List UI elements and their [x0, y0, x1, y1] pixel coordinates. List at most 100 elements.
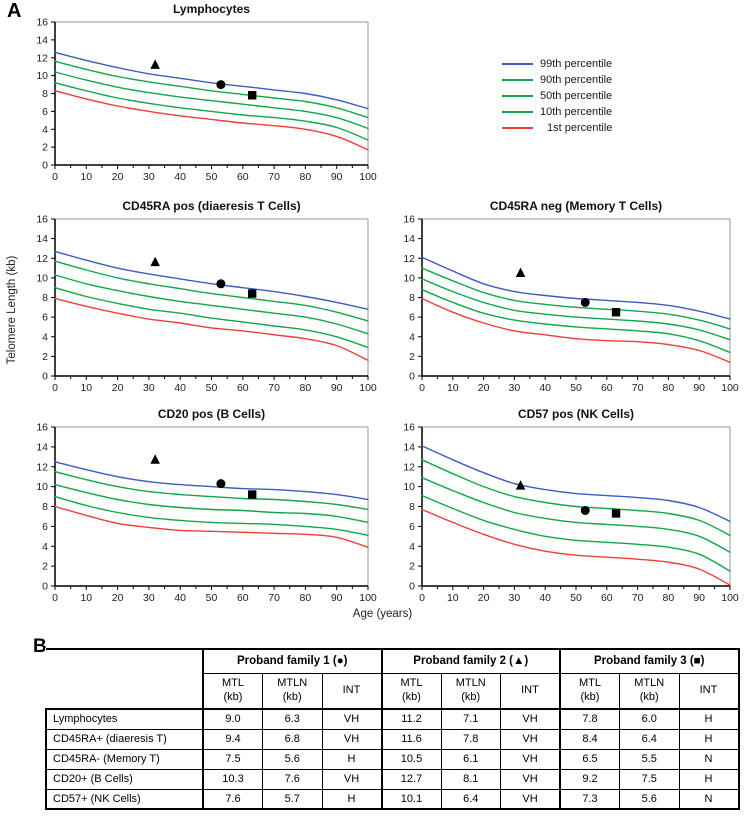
proband3-square-marker	[247, 490, 257, 499]
chart-title-cd45ra-neg: CD45RA neg (Memory T Cells)	[489, 199, 663, 213]
x-tick-label: 40	[539, 382, 551, 394]
proband1-circle-marker	[216, 80, 226, 90]
legend-item: 10th percentile	[502, 104, 612, 120]
percentile-curve	[421, 445, 731, 523]
x-tick-label: 0	[52, 382, 58, 394]
percentile-curve	[54, 82, 369, 141]
cell: H	[678, 768, 740, 790]
y-tick-label: 16	[36, 17, 48, 29]
x-tick-label: 60	[601, 592, 613, 604]
y-tick-label: 14	[36, 34, 48, 46]
cell: VH	[321, 768, 382, 790]
x-tick-label: 80	[300, 592, 312, 604]
percentile-curve	[421, 288, 731, 354]
cell: 9.4	[202, 728, 263, 750]
x-tick-label: 90	[331, 592, 343, 604]
percentile-curve	[54, 495, 369, 536]
percentile-curve	[421, 508, 731, 586]
y-tick-label: 4	[42, 541, 48, 553]
cell: 6.0	[619, 708, 680, 730]
cell: VH	[500, 748, 561, 770]
sub-header-mtln-2: MTLN (kb)	[440, 672, 501, 710]
percentile-curve	[54, 297, 369, 361]
x-tick-label: 30	[509, 592, 521, 604]
x-tick-label: 30	[143, 592, 155, 604]
cell: 7.6	[202, 788, 263, 810]
percentile-curve	[421, 459, 731, 536]
plot-frame	[54, 21, 369, 166]
legend-item-label: 1st percentile	[547, 122, 613, 134]
percentile-curve	[54, 461, 369, 501]
proband2-triangle-marker	[150, 59, 160, 69]
y-tick-label: 14	[403, 233, 415, 245]
cell: 9.2	[559, 768, 620, 790]
proband3-square-marker	[247, 289, 257, 298]
sub-header-mtl-1: MTL (kb)	[202, 672, 263, 710]
plot-frame	[54, 218, 369, 377]
sub-header-int-1: INT	[321, 672, 382, 710]
x-tick-label: 90	[331, 171, 343, 183]
x-tick-label: 70	[632, 592, 644, 604]
legend: 99th percentile 90th percentile 50th perce…	[502, 56, 612, 136]
chart-title-cd20-pos: CD20 pos (B Cells)	[157, 407, 266, 421]
y-tick-label: 2	[42, 351, 48, 363]
chart-cd20-pos: CD20 pos (B Cells) 0 2 4 6 8 10 12 14 16 0 10 20 30 4…	[27, 407, 377, 606]
x-tick-label: 70	[632, 382, 644, 394]
y-tick-label: 16	[36, 214, 48, 226]
sub-header-mtl-3: MTL (kb)	[559, 672, 620, 710]
cell: VH	[321, 708, 382, 730]
y-tick-label: 6	[409, 312, 415, 324]
cell: 10.1	[380, 788, 442, 810]
legend-item-label: 50th percentile	[540, 90, 613, 102]
y-tick-label: 2	[409, 561, 415, 573]
chart-title-cd45ra-pos: CD45RA pos (diaeresis T Cells)	[122, 199, 301, 213]
cell: 10.3	[202, 768, 263, 790]
chart-title-lymphocytes: Lymphocytes	[173, 2, 250, 16]
y-tick-label: 12	[36, 253, 48, 265]
cell: 6.4	[440, 788, 501, 810]
cell: VH	[500, 788, 561, 810]
x-tick-label: 20	[112, 382, 124, 394]
row-label: CD45RA+ (diaeresis T)	[45, 728, 204, 750]
x-tick-label: 70	[268, 592, 280, 604]
x-tick-label: 50	[570, 382, 582, 394]
x-tick-label: 80	[300, 382, 312, 394]
y-tick-label: 10	[36, 70, 48, 82]
sub-header-mtln-1: MTLN (kb)	[262, 672, 323, 710]
table-row: CD20+ (B Cells) 10.3 7.6 VH 12.7 8.1 VH …	[45, 768, 740, 790]
x-tick-label: 100	[359, 382, 377, 394]
plot-frame	[54, 426, 369, 587]
x-tick-label: 50	[206, 592, 218, 604]
percentile-curve	[54, 471, 369, 511]
percentile-curve	[54, 287, 369, 349]
x-tick-label: 40	[539, 592, 551, 604]
percentile-curve	[54, 71, 369, 130]
legend-line-swatch	[502, 79, 533, 81]
proband3-square-marker	[611, 509, 621, 518]
y-tick-label: 4	[42, 331, 48, 343]
cell: H	[678, 728, 740, 750]
proband1-circle-marker	[216, 479, 226, 489]
x-tick-label: 70	[268, 382, 280, 394]
chart-lymphocytes: Lymphocytes 0 2 4 6 8 10 12 14 16 0 10 20 30 40 50 60 70…	[27, 2, 377, 185]
cell: 9.0	[202, 708, 263, 730]
x-tick-label: 20	[478, 592, 490, 604]
cell: VH	[500, 708, 561, 730]
cell: N	[678, 788, 740, 810]
chart-plot-cd45ra-neg: 0 2 4 6 8 10 12 14 16 0 10 20 30 40 50 60 70 80 90 100	[403, 214, 739, 395]
x-tick-label: 100	[721, 382, 739, 394]
x-tick-label: 0	[419, 592, 425, 604]
legend-line-swatch	[502, 127, 533, 129]
cell: 10.5	[380, 748, 442, 770]
y-tick-label: 10	[36, 481, 48, 493]
x-tick-label: 40	[174, 382, 186, 394]
cell: 5.5	[619, 748, 680, 770]
cell: 7.5	[202, 748, 263, 770]
x-tick-label: 70	[268, 171, 280, 183]
percentile-curve	[54, 505, 369, 548]
x-tick-label: 0	[52, 592, 58, 604]
table-corner-cell	[46, 648, 203, 709]
chart-cd45ra-neg: CD45RA neg (Memory T Cells) 0 2 4 6 8 10 12 14 1…	[394, 199, 739, 396]
x-tick-label: 10	[80, 592, 92, 604]
